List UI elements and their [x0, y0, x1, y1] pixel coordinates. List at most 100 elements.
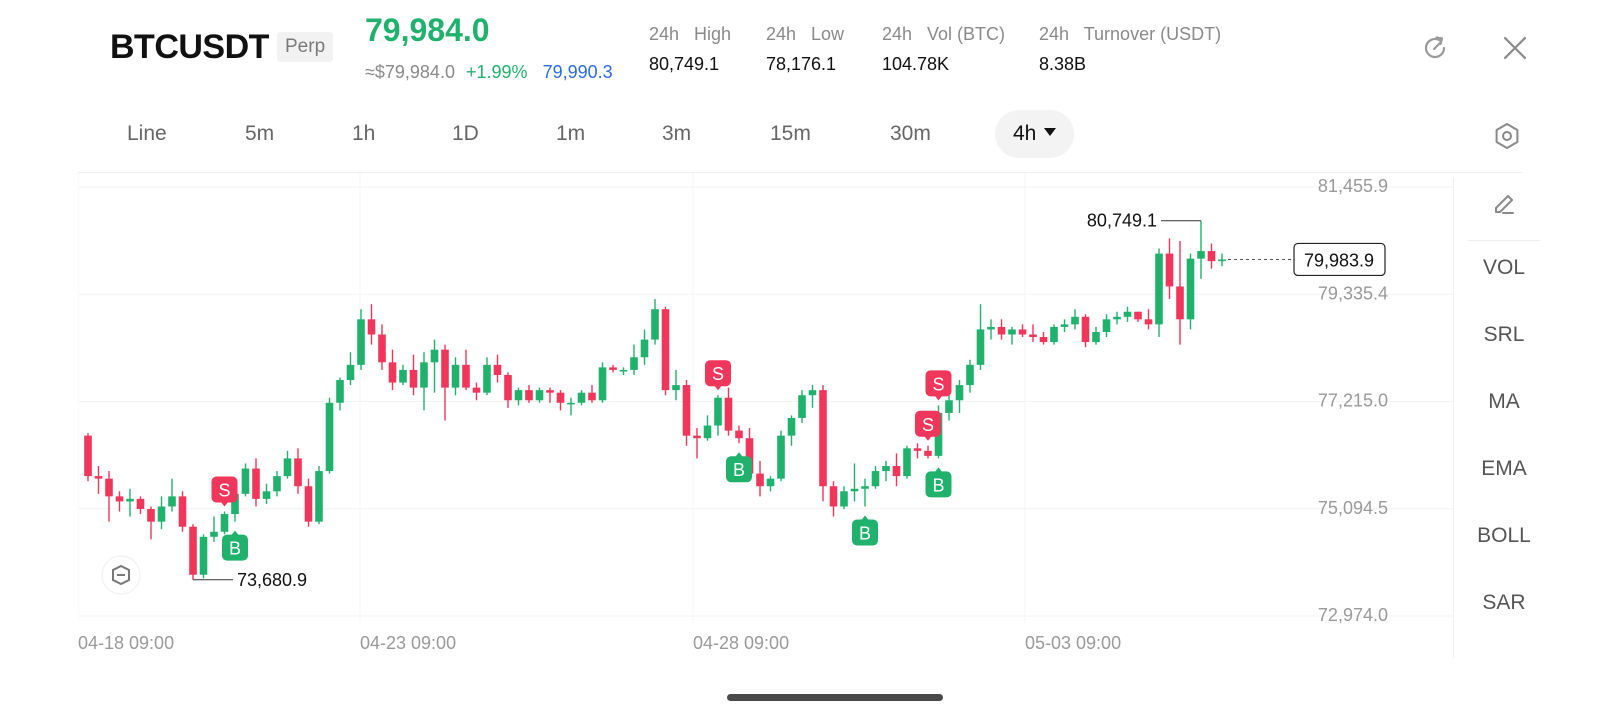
mark-price: 79,990.3 [542, 62, 613, 82]
candle-body [1144, 319, 1153, 325]
tab-1h[interactable]: 1h [352, 122, 376, 145]
candle-body [976, 329, 985, 365]
panel-divider [1468, 240, 1540, 241]
candle-body [1123, 311, 1132, 317]
candle-body [262, 491, 271, 499]
buy-signal-marker[interactable]: B [925, 467, 952, 498]
candle-body [672, 385, 680, 391]
candle-body [913, 448, 922, 451]
candle-body [1050, 326, 1058, 343]
candle-body [199, 536, 208, 575]
x-tick-label: 04-18 09:00 [78, 633, 174, 653]
candle-body [1018, 329, 1027, 335]
candle-body [189, 526, 197, 575]
candle-body [472, 387, 481, 393]
buy-signal-marker[interactable]: B [222, 530, 248, 561]
candle-body [840, 491, 848, 507]
tab-3m[interactable]: 3m [662, 122, 692, 145]
tab-1m[interactable]: 1m [556, 122, 586, 145]
candle-body [1092, 331, 1100, 343]
svg-text:S: S [712, 364, 724, 384]
candle-body [1039, 337, 1048, 343]
candle-body [798, 395, 806, 418]
candle-body [997, 326, 1006, 335]
sell-signal-marker[interactable]: S [211, 476, 238, 507]
tab-30m[interactable]: 30m [890, 122, 931, 145]
candle-body [462, 364, 470, 388]
tab-1d[interactable]: 1D [452, 122, 479, 145]
candle-body [945, 400, 953, 413]
market-header: BTCUSDT Perp 79,984.0 ≈$79,984.0 +1.99% … [0, 0, 1604, 100]
stat-label: 24h Low [766, 24, 845, 44]
current-price-box [1293, 242, 1386, 277]
candle-body [168, 496, 176, 507]
sell-signal-marker[interactable]: S [915, 410, 941, 441]
close-icon[interactable] [1498, 31, 1532, 65]
home-indicator[interactable] [727, 694, 943, 701]
candle-body [315, 471, 323, 522]
indicator-boll[interactable]: BOLL [1477, 524, 1531, 547]
tab-5m[interactable]: 5m [245, 122, 275, 145]
stat-label: 24h Turnover (USDT) [1039, 24, 1222, 44]
usd-price: ≈$79,984.0 [365, 62, 455, 82]
candle-body [609, 367, 617, 370]
candle-body [819, 390, 827, 487]
svg-text:S: S [218, 481, 230, 501]
buy-signal-marker[interactable]: B [726, 452, 752, 483]
candle-body [336, 380, 344, 403]
candle-body [420, 362, 428, 388]
indicator-ema[interactable]: EMA [1481, 457, 1527, 480]
indicator-vol[interactable]: VOL [1482, 256, 1526, 279]
candle-body [493, 364, 502, 375]
rotate-icon[interactable] [1418, 31, 1452, 65]
chart-mode-icon[interactable] [101, 555, 141, 595]
buy-signal-marker[interactable]: B [852, 515, 878, 546]
candle-body [157, 506, 166, 522]
candle-body [777, 435, 785, 479]
indicator-ma[interactable]: MA [1488, 390, 1520, 413]
candle-body [378, 334, 386, 363]
candle-body [325, 402, 334, 472]
candle-body [1113, 316, 1121, 320]
tab-line[interactable]: Line [127, 122, 167, 145]
candle-body [1197, 251, 1205, 259]
candle-body [829, 486, 838, 507]
candle-body [115, 496, 124, 502]
candlestick-chart[interactable]: 81,455.9 79,335.4 77,215.0 75,094.5 72,974.0… [78, 172, 1522, 658]
y-tick-label: 79,335.4 [1318, 283, 1388, 303]
y-tick-label: 81,455.9 [1318, 176, 1388, 196]
price-subline: ≈$79,984.0 +1.99% 79,990.3 [365, 62, 613, 83]
indicator-sar[interactable]: SAR [1482, 591, 1526, 614]
candle-body [294, 458, 302, 487]
candle-body [231, 493, 239, 515]
candle-body [735, 430, 743, 439]
current-price-label: 79,983.9 [1304, 250, 1374, 270]
candle-body [525, 390, 533, 401]
indicator-srl[interactable]: SRL [1483, 323, 1525, 346]
tab-15m[interactable]: 15m [770, 122, 811, 145]
candle-body [966, 364, 974, 386]
svg-text:S: S [932, 374, 944, 394]
candle-body [661, 309, 670, 391]
tab-4h-selected[interactable]: 4h [995, 110, 1075, 158]
chart-canvas[interactable]: 81,455.9 79,335.4 77,215.0 75,094.5 72,974.0… [78, 173, 1453, 659]
stat-24h-high: 24h High 80,749.1 [649, 24, 731, 75]
pencil-icon[interactable] [1454, 190, 1554, 224]
stat-24h-volume: 24h Vol (BTC) 104.78K [882, 24, 1005, 75]
symbol-name[interactable]: BTCUSDT [110, 28, 269, 66]
svg-text:B: B [229, 539, 241, 559]
x-tick-label: 05-03 09:00 [1025, 633, 1121, 653]
sell-signal-marker[interactable]: S [925, 370, 952, 401]
y-tick-label: 77,215.0 [1318, 391, 1388, 411]
candle-body [1102, 319, 1111, 332]
hexagon-gear-icon[interactable] [1490, 119, 1524, 153]
stat-24h-low: 24h Low 78,176.1 [766, 24, 844, 75]
candle-body [1207, 251, 1216, 262]
candle-body [693, 435, 701, 439]
candle-body [94, 476, 103, 479]
candle-body [451, 364, 460, 388]
candle-body [871, 471, 880, 487]
candle-body [619, 369, 628, 372]
sell-signal-marker[interactable]: S [705, 360, 731, 391]
candle-body [850, 488, 859, 492]
